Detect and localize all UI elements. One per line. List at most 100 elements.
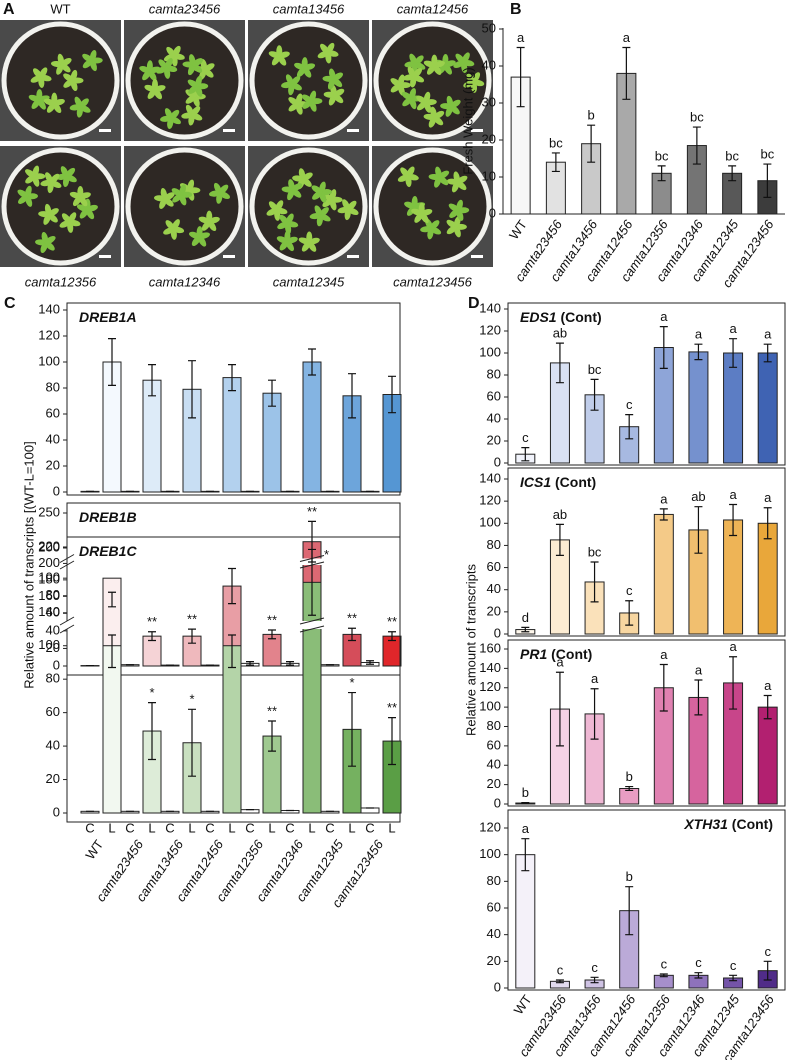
error-bar xyxy=(555,671,564,747)
error-bar xyxy=(521,801,530,805)
y-tick-label: 40 xyxy=(46,738,60,753)
condition: (Cont) xyxy=(555,474,596,490)
gene-name: DREB1A xyxy=(79,309,137,325)
y-tick-label: 100 xyxy=(38,637,60,652)
series-label: C xyxy=(365,820,374,835)
y-tick-label: 60 xyxy=(487,737,501,752)
series-label: L xyxy=(228,820,235,835)
y-tick-label: 60 xyxy=(46,605,60,620)
soil xyxy=(6,26,115,135)
significance-label: c xyxy=(557,962,564,977)
significance-label: a xyxy=(623,30,631,45)
scale-bar xyxy=(99,255,111,258)
leaf xyxy=(30,75,42,83)
y-tick-label: 20 xyxy=(487,776,501,791)
series-label: L xyxy=(148,820,155,835)
significance-label: c xyxy=(730,958,737,973)
error-bar xyxy=(659,663,668,712)
leaf xyxy=(82,53,93,63)
error-bar xyxy=(228,567,236,605)
series-label: L xyxy=(388,820,395,835)
y-tick-label: 20 xyxy=(487,432,501,447)
leaf xyxy=(187,179,195,192)
error-bar xyxy=(587,124,596,163)
error-bar xyxy=(516,46,525,108)
y-tick-label: 200 xyxy=(38,555,60,570)
chart-title: DREB1A xyxy=(79,309,137,325)
leaf xyxy=(311,185,323,194)
error-bar xyxy=(228,634,236,669)
significance-label: ab xyxy=(553,507,567,522)
y-tick-label: 120 xyxy=(479,322,501,337)
y-tick-label: 80 xyxy=(487,366,501,381)
soil xyxy=(378,26,487,135)
soil xyxy=(130,26,239,135)
significance-label: * xyxy=(324,547,329,562)
leaf xyxy=(198,232,211,239)
scale-bar xyxy=(99,129,111,132)
condition: (Cont) xyxy=(551,646,592,662)
axis-break xyxy=(302,621,322,629)
leaf xyxy=(295,93,303,106)
error-bar xyxy=(657,165,666,182)
significance-label: c xyxy=(764,944,771,959)
significance-label: a xyxy=(660,647,668,662)
error-bar xyxy=(551,152,560,173)
y-tick-label: 140 xyxy=(479,300,501,315)
leaf xyxy=(288,83,295,96)
x-tick-label: WT xyxy=(511,992,535,1017)
leaf xyxy=(163,227,175,235)
error-bar xyxy=(625,600,634,626)
break-mark xyxy=(59,616,75,626)
error-bar xyxy=(694,972,703,979)
leaf xyxy=(301,94,313,103)
leaf xyxy=(76,105,83,118)
panel-label: C xyxy=(4,295,16,312)
error-bar xyxy=(188,708,196,777)
y-tick-label: 0 xyxy=(494,795,501,810)
bar xyxy=(653,513,674,635)
leaf xyxy=(65,174,77,183)
bar xyxy=(515,854,536,989)
leaf xyxy=(456,180,467,191)
genotype-label: WT xyxy=(50,1,70,16)
y-tick-label: 80 xyxy=(487,873,501,888)
significance-label: bc xyxy=(725,148,739,163)
y-tick-label: 50 xyxy=(482,20,496,35)
significance-label: ab xyxy=(691,489,705,504)
y-tick-label: 140 xyxy=(479,470,501,485)
y-tick-label: 20 xyxy=(487,953,501,968)
significance-label: ** xyxy=(187,612,197,627)
leaf xyxy=(187,79,199,88)
error-bar xyxy=(521,626,530,633)
significance-label: bc xyxy=(655,148,669,163)
leaf xyxy=(79,105,91,113)
y-tick-label: 0 xyxy=(489,205,496,220)
y-tick-label: 80 xyxy=(487,537,501,552)
condition: (Cont) xyxy=(732,816,773,832)
leaf xyxy=(216,191,223,204)
bar xyxy=(222,645,242,814)
chart-title: DREB1B xyxy=(79,509,137,525)
error-bar xyxy=(625,886,634,936)
series-label: L xyxy=(308,820,315,835)
significance-label: a xyxy=(764,327,772,342)
y-tick-label: 0 xyxy=(53,804,60,819)
series-label: C xyxy=(205,820,214,835)
error-bar xyxy=(148,364,156,397)
y-axis-label: Relative amount of transcripts [(WT-L=10… xyxy=(21,441,36,688)
panel-label: A xyxy=(3,1,15,18)
y-tick-label: 40 xyxy=(487,581,501,596)
x-tick-label: WT xyxy=(506,217,530,242)
series-label: L xyxy=(108,820,115,835)
leaf xyxy=(306,231,313,244)
leaf xyxy=(86,204,98,212)
error-bar xyxy=(388,375,396,414)
y-axis-label: Relative amount of transcripts xyxy=(463,564,478,736)
significance-label: * xyxy=(189,692,194,707)
bar xyxy=(360,807,380,814)
significance-label: * xyxy=(349,675,354,690)
condition: (Cont) xyxy=(560,309,601,325)
error-bar xyxy=(590,561,599,603)
